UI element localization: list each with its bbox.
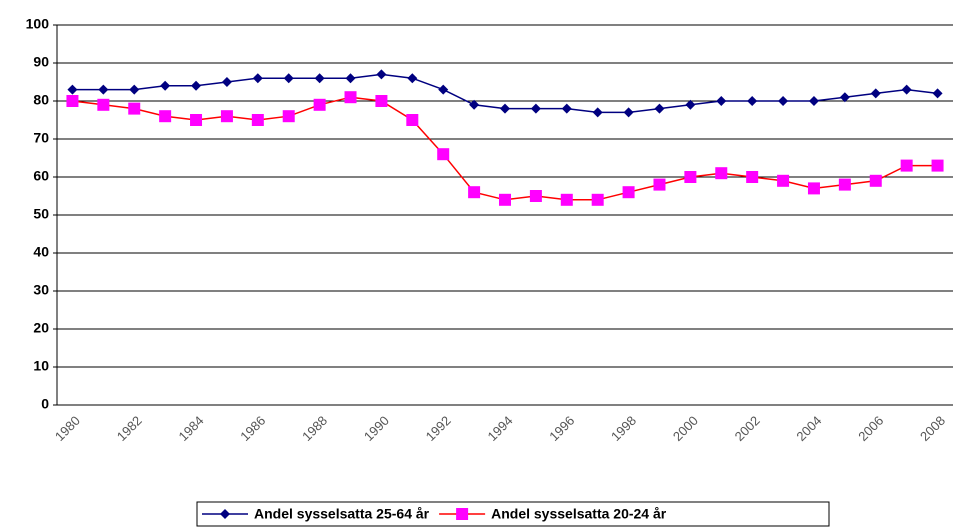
point [500,103,510,114]
point [499,193,511,206]
point [66,95,79,107]
x-tick-label: 1980 [52,413,83,444]
point [97,98,110,111]
legend: Andel sysselsatta 25-64 år Andel sysselsa… [196,501,830,527]
point [900,159,913,172]
point [221,77,232,87]
point [592,107,603,118]
point [808,96,819,106]
x-tick-label: 1986 [237,413,268,444]
legend-box [196,501,830,527]
point [67,84,78,95]
point [560,193,573,206]
point [715,167,728,180]
point [469,99,480,110]
point [685,99,696,110]
point [747,96,758,106]
point [746,171,759,183]
point [468,186,481,199]
point [344,91,357,104]
legend-label: Andel sysselsatta 25-64 år [254,506,430,522]
point [622,186,635,199]
point [838,178,851,191]
x-tick-label: 1984 [176,413,207,444]
y-tick-label: 90 [33,54,49,70]
y-tick-label: 70 [33,130,49,146]
point [129,84,140,95]
y-tick-label: 10 [33,358,49,374]
x-tick-label: 2002 [732,413,763,444]
y-tick-label: 80 [33,92,49,108]
y-tick-label: 50 [33,206,49,222]
x-tick-label: 1990 [361,413,392,444]
point [376,69,387,80]
y-tick-label: 0 [41,396,49,412]
point [931,159,944,172]
point [653,178,666,191]
point [191,80,202,91]
y-tick-label: 40 [33,244,49,260]
point [252,73,263,84]
x-tick-label: 2000 [670,413,701,444]
point [438,84,449,95]
point [406,114,419,126]
x-tick-label: 1982 [114,413,145,444]
point [160,80,171,91]
y-tick-label: 60 [33,168,49,184]
point [345,73,356,84]
point [220,110,233,123]
x-tick-label: 2004 [793,413,824,444]
point [529,190,542,202]
x-tick-label: 2006 [855,413,886,444]
point [159,110,172,123]
point [623,107,634,118]
point [869,174,882,187]
point [901,84,912,95]
point [251,114,264,126]
x-tick-label: 1992 [423,413,454,444]
legend-marker [456,508,469,520]
point [407,73,418,84]
x-tick-label: 1988 [299,413,330,444]
point [282,110,295,123]
y-tick-label: 20 [33,320,49,336]
point [778,96,789,106]
point [437,148,450,161]
point [654,103,665,114]
point [684,171,697,183]
legend-marker [220,509,230,519]
point [716,96,727,106]
point [870,88,881,99]
legend-label: Andel sysselsatta 20-24 år [491,506,667,522]
point [839,92,850,103]
x-tick-label: 1994 [484,413,515,444]
point [190,114,203,126]
y-tick-label: 30 [33,282,49,298]
x-tick-label: 1998 [608,413,639,444]
point [128,102,141,115]
point [313,98,326,111]
x-tick-label: 1996 [546,413,577,444]
point [375,95,388,107]
point [98,84,109,95]
point [807,182,820,195]
point [530,103,541,114]
x-tick-label: 2008 [917,413,948,444]
point [283,73,294,84]
point [591,193,604,206]
point [561,103,572,114]
point [932,88,943,99]
y-tick-label: 100 [26,16,50,32]
point [314,73,325,84]
point [777,174,790,187]
